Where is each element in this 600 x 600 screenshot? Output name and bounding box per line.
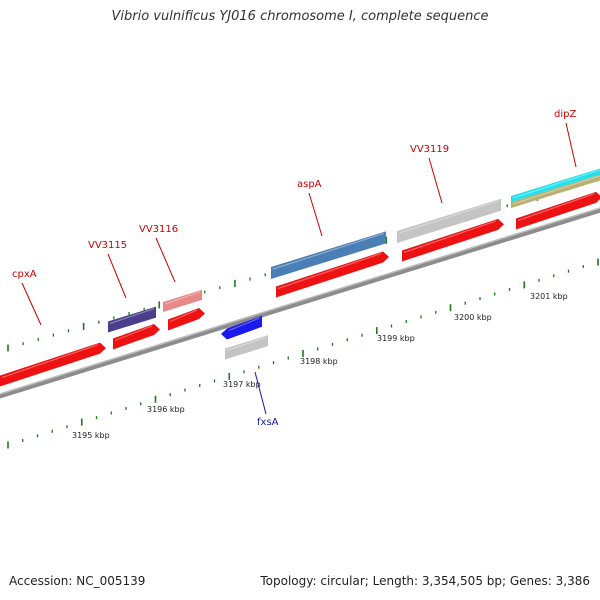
leader-VV3115 <box>107 253 127 299</box>
gene-VV3116[interactable] <box>168 308 205 331</box>
leader-fxsA <box>254 371 267 415</box>
feature-highlight <box>228 317 261 332</box>
cog-VV3116[interactable] <box>163 289 202 312</box>
inner-tick-ring <box>7 258 599 449</box>
accession-text: Accession: NC_005139 <box>9 574 146 588</box>
gene-cpxA[interactable] <box>0 342 106 387</box>
leader-aspA <box>308 192 323 237</box>
ruler-label-3197: 3197 kbp <box>223 380 261 389</box>
feature-highlight <box>169 309 198 323</box>
ruler-label-3198: 3198 kbp <box>300 357 338 366</box>
gene-label-aspA[interactable]: aspA <box>297 179 322 190</box>
feature-highlight <box>114 325 153 342</box>
ruler-label-3195: 3195 kbp <box>72 431 110 440</box>
gene-fxsA[interactable] <box>221 315 262 340</box>
feature-highlight <box>272 232 385 270</box>
gene-label-VV3119[interactable]: VV3119 <box>410 144 449 155</box>
ruler-label-3196: 3196 kbp <box>147 405 185 414</box>
chromosome-backbone <box>0 207 600 399</box>
cog-VV3115[interactable] <box>108 306 156 333</box>
gene-aspA[interactable] <box>276 251 389 298</box>
feature-highlight <box>164 291 201 305</box>
ruler-label-3200: 3200 kbp <box>454 313 492 322</box>
feature-highlight <box>226 336 267 352</box>
gene-label-cpxA[interactable]: cpxA <box>12 269 37 280</box>
feature-highlight <box>1 344 99 379</box>
ruler-label-3201: 3201 kbp <box>530 292 568 301</box>
leader-VV3116 <box>155 237 176 283</box>
gene-VV3119[interactable] <box>402 218 504 262</box>
gene-features <box>0 168 600 387</box>
gene-label-fxsA[interactable]: fxsA <box>257 417 279 428</box>
label-leader-lines <box>21 122 577 415</box>
feature-highlight <box>403 220 497 254</box>
cog-dipZ-cyan[interactable] <box>511 168 600 202</box>
gene-labels: cpxA VV3115 VV3116 aspA VV3119 dipZ fxsA <box>12 109 576 428</box>
map-title: Vibrio vulnificus YJ016 chromosome I, co… <box>111 9 489 24</box>
ruler-label-3199: 3199 kbp <box>377 334 415 343</box>
feature-highlight <box>398 200 500 234</box>
feature-highlight <box>512 175 600 205</box>
gene-label-VV3116[interactable]: VV3116 <box>139 224 178 235</box>
feature-highlight <box>517 193 595 222</box>
gene-dipZ[interactable] <box>516 191 600 230</box>
gene-label-VV3115[interactable]: VV3115 <box>88 240 127 251</box>
leader-cpxA <box>21 282 42 326</box>
feature-highlight <box>109 308 155 325</box>
leader-dipZ <box>565 122 577 168</box>
gene-label-dipZ[interactable]: dipZ <box>554 109 576 120</box>
cog-VV3119[interactable] <box>397 198 501 243</box>
feature-highlight <box>512 169 600 199</box>
topology-text: Topology: circular; Length: 3,354,505 bp… <box>260 574 590 588</box>
cog-fxsA[interactable] <box>225 335 268 360</box>
backbone-highlight <box>0 207 600 395</box>
ruler-labels: 3195 kbp 3196 kbp 3197 kbp 3198 kbp 3199… <box>72 292 568 440</box>
feature-highlight <box>277 252 382 290</box>
cog-dipZ-tan[interactable] <box>511 174 600 208</box>
gene-VV3115[interactable] <box>113 323 160 350</box>
cog-aspA[interactable] <box>271 231 386 279</box>
leader-VV3119 <box>428 157 443 204</box>
